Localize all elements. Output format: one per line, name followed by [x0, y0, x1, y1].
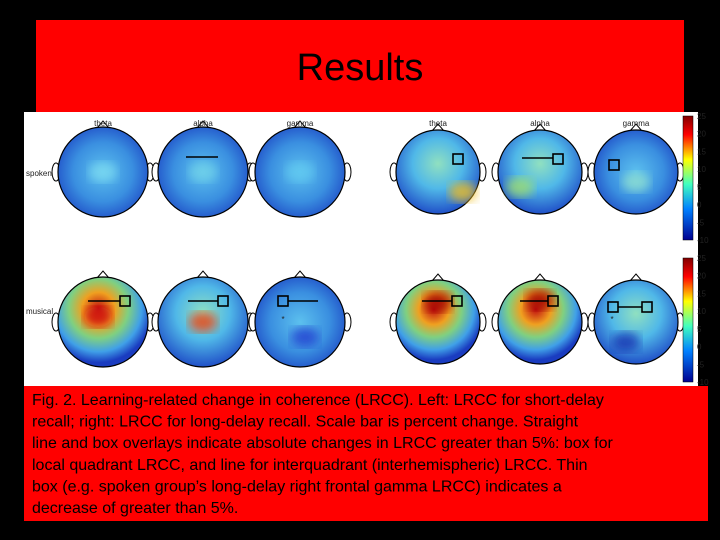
- blob: [526, 290, 554, 310]
- asterisk: *: [610, 315, 613, 324]
- colorbar-tick-label: 10: [697, 165, 706, 174]
- colorbar-tick-label: 5: [697, 183, 702, 192]
- colorbar-tick-label: -5: [697, 218, 705, 227]
- colorbar-tick-label: 20: [697, 130, 706, 139]
- title-box: [36, 20, 684, 112]
- head: [254, 276, 346, 368]
- caption-line: local quadrant LRCC, and line for interq…: [32, 457, 588, 474]
- blob: [424, 292, 452, 312]
- caption-line: recall; right: LRCC for long-delay recal…: [32, 414, 579, 431]
- asterisk: *: [281, 315, 284, 324]
- colorbar: [682, 115, 694, 241]
- column-label: alpha: [530, 119, 550, 128]
- column-label: gamma: [623, 119, 650, 128]
- head: [497, 129, 583, 215]
- blob: [286, 162, 314, 182]
- colorbar-tick-label: 20: [697, 272, 706, 281]
- caption-line: Fig. 2. Learning-related change in coher…: [32, 392, 604, 409]
- caption: Fig. 2. Learning-related change in coher…: [32, 392, 613, 517]
- head: [497, 279, 583, 365]
- column-label: theta: [94, 119, 112, 128]
- caption-line: decrease of greater than 5%.: [32, 500, 238, 517]
- caption-line: line and box overlays indicate absolute …: [32, 435, 613, 452]
- colorbar-ticks: 25 20 15 10 5 0 -5 -10 25 20 15 10 5 0 -5 -10: [697, 112, 709, 387]
- topomaps: [51, 120, 685, 368]
- colorbar-tick-label: 25: [697, 112, 706, 121]
- title: Results: [297, 47, 424, 89]
- colorbar-tick-label: 15: [697, 147, 706, 156]
- colorbar-tick-label: 25: [697, 254, 706, 263]
- row-label: musical: [26, 307, 53, 316]
- blob: [84, 307, 112, 327]
- column-label: theta: [429, 119, 447, 128]
- column-label: gamma: [287, 119, 314, 128]
- colorbar-tick-label: -10: [697, 378, 709, 387]
- blob: [506, 177, 534, 197]
- colorbar: [682, 257, 694, 383]
- colorbar-tick-label: -10: [697, 236, 709, 245]
- overlays: [88, 153, 653, 313]
- colorbar-tick-label: 5: [697, 325, 702, 334]
- colorbar-tick-label: 15: [697, 289, 706, 298]
- blob: [449, 182, 477, 202]
- blob: [189, 162, 217, 182]
- blob: [612, 332, 640, 352]
- blob: [622, 172, 650, 192]
- head: [395, 279, 481, 365]
- blob: [189, 312, 217, 332]
- colorbar-tick-label: -5: [697, 360, 705, 369]
- colorbar-tick-label: 10: [697, 307, 706, 316]
- head: [593, 279, 679, 365]
- caption-line: box (e.g. spoken group’s long-delay righ…: [32, 478, 562, 495]
- colorbar-tick-label: 0: [697, 343, 702, 352]
- column-label: alpha: [193, 119, 213, 128]
- blob: [291, 327, 319, 347]
- caption-box: [24, 386, 708, 521]
- colorbar-tick-label: 0: [697, 201, 702, 210]
- blob: [89, 162, 117, 182]
- row-label: spoken: [26, 169, 52, 178]
